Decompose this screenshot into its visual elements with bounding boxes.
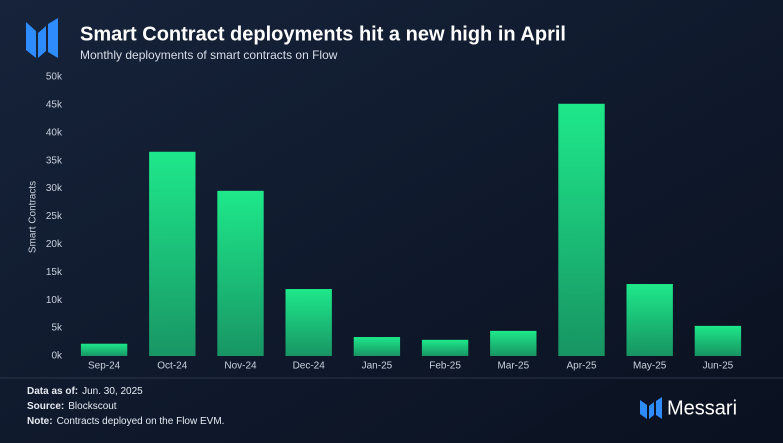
footnote-label: Note: [27,416,53,427]
y-tick-label: 30k [46,183,63,194]
y-tick-label: 50k [46,72,63,83]
y-tick-label: 5k [51,323,63,334]
x-tick-label: Apr-25 [566,361,596,372]
bar [353,337,401,356]
footnote: Data as of: Jun. 30, 2025 [27,386,143,397]
x-tick-label: Nov-24 [224,361,257,372]
x-tick-label: May-25 [633,361,667,372]
x-tick-label: Oct-24 [157,361,187,372]
logo [26,18,58,58]
x-tick-label: Feb-25 [429,361,461,372]
bar [694,325,742,356]
y-axis-label: Smart Contracts [28,181,39,253]
y-tick-label: 15k [46,267,63,278]
bar [285,289,332,356]
footnote-label: Data as of: [27,386,78,397]
footnote-label: Source: [27,401,64,412]
chart-title: Smart Contract deployments hit a new hig… [80,23,566,45]
y-tick-label: 0k [51,351,63,362]
x-tick-label: Jun-25 [703,361,734,372]
y-tick-label: 25k [46,211,63,222]
y-tick-label: 20k [46,239,63,250]
x-tick-label: Dec-24 [293,361,326,372]
y-tick-label: 45k [46,100,63,111]
brand-logo [640,397,662,419]
footnote-text: Contracts deployed on the Flow EVM. [57,416,225,427]
y-tick-label: 40k [46,127,63,138]
y-tick-label: 10k [46,295,63,306]
bar [626,284,673,356]
bar [490,330,537,356]
bar [217,190,264,356]
x-tick-label: Jan-25 [362,361,393,372]
footnote: Note: Contracts deployed on the Flow EVM. [27,416,224,427]
chart-subtitle: Monthly deployments of smart contracts o… [80,48,338,62]
bar [149,151,196,356]
y-tick-label: 35k [46,155,63,166]
footnote-text: Blockscout [68,401,117,412]
bar [80,343,128,356]
footnote-text: Jun. 30, 2025 [82,386,143,397]
x-tick-label: Mar-25 [497,361,529,372]
bar [558,103,605,356]
bar [421,339,469,356]
footnote: Source: Blockscout [27,401,117,412]
brand-name: Messari [667,397,737,419]
x-tick-label: Sep-24 [88,361,121,372]
